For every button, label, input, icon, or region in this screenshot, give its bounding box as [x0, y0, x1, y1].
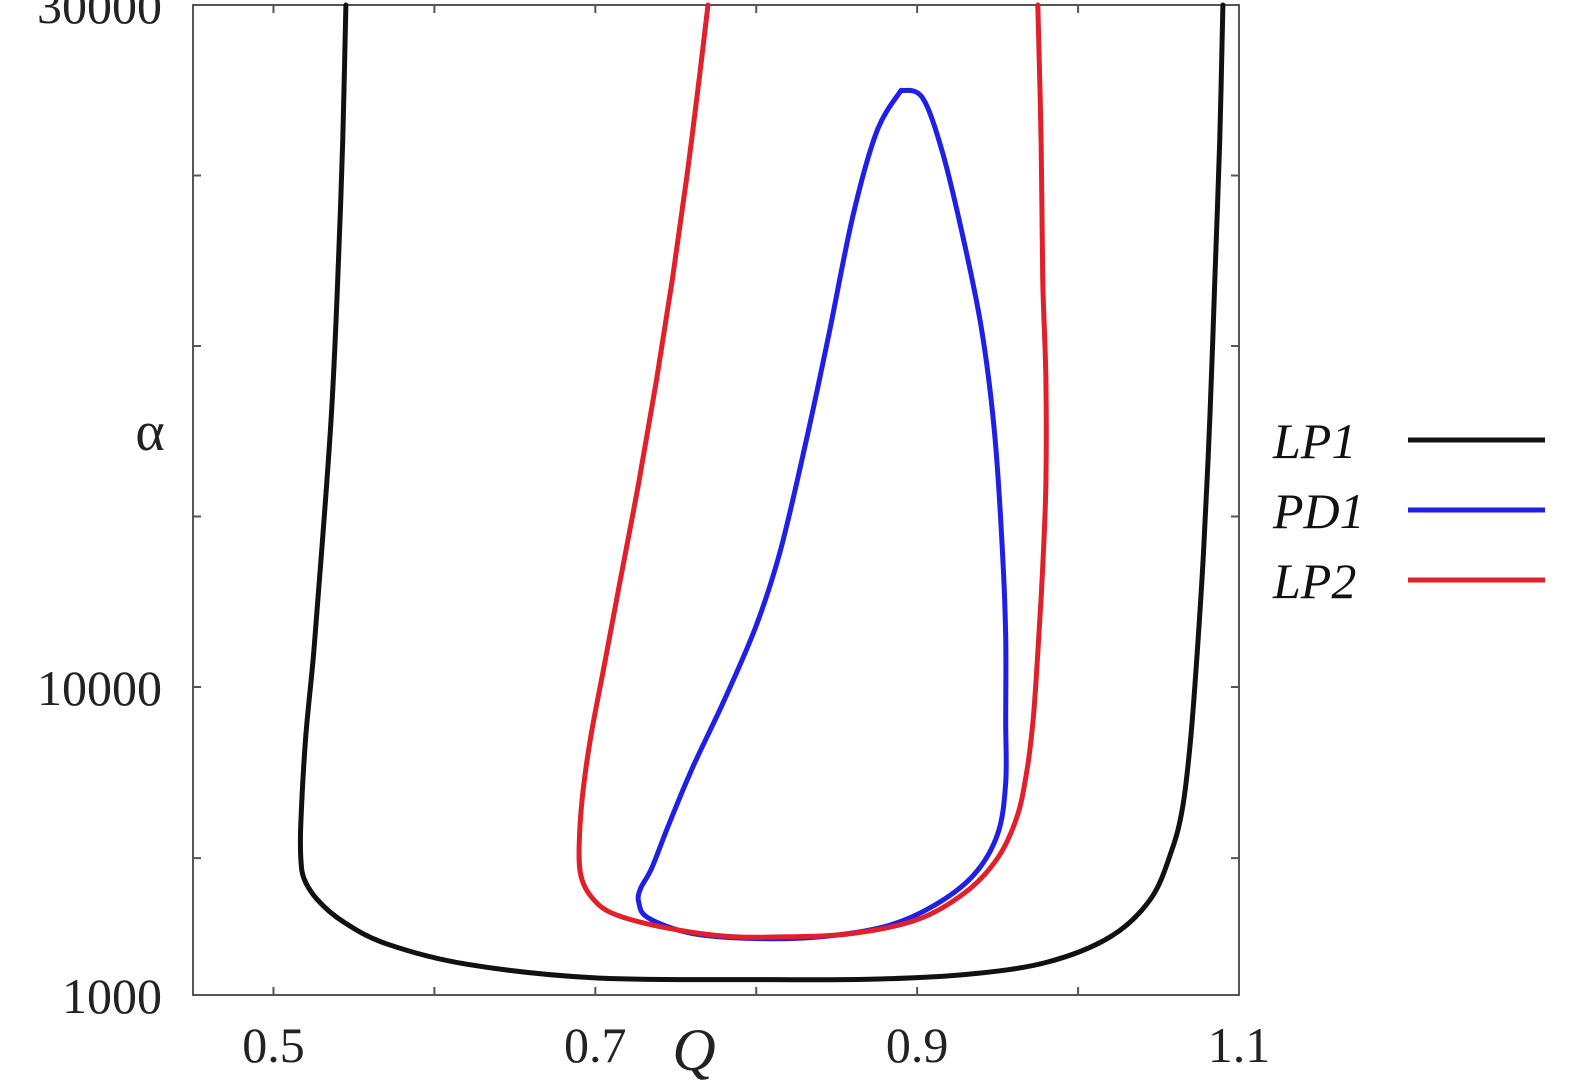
y-tick-label: 10000	[37, 660, 162, 716]
x-tick-label: 1.1	[1208, 1017, 1271, 1073]
x-axis-label: Q	[672, 1017, 715, 1083]
y-tick-label: 1000	[62, 968, 162, 1024]
legend-label-lp1: LP1	[1272, 413, 1356, 469]
y-tick-label: 30000	[37, 0, 162, 34]
legend: LP1 PD1 LP2	[1272, 413, 1545, 609]
legend-label-lp2: LP2	[1272, 553, 1356, 609]
x-tick-label: 0.7	[564, 1017, 627, 1073]
x-tick-label: 0.9	[886, 1017, 949, 1073]
plot-frame	[192, 4, 1240, 996]
legend-label-pd1: PD1	[1272, 483, 1365, 539]
series-line-lp1	[297, 2, 1226, 983]
x-tick-label: 0.5	[242, 1017, 305, 1073]
y-axis-label: α	[135, 401, 164, 463]
series-line-lp2	[576, 2, 1049, 940]
